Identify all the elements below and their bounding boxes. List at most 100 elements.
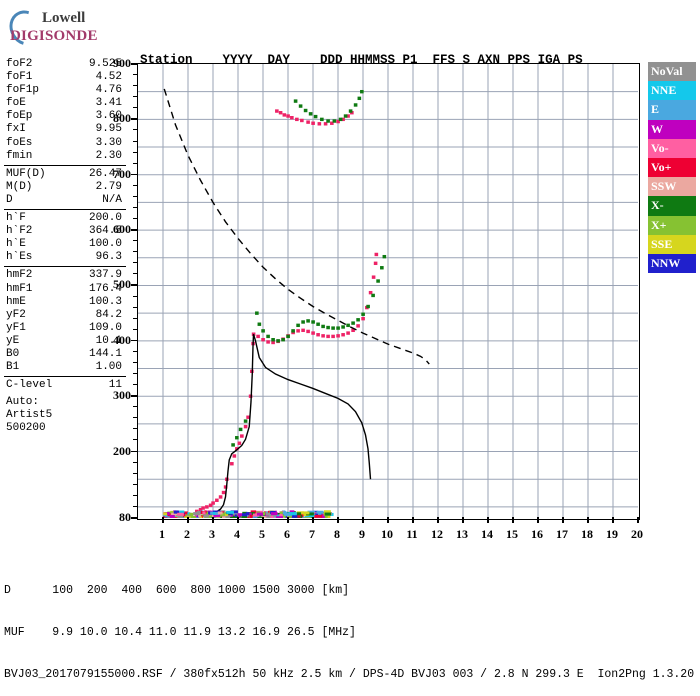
x-axis-tick-mark: [587, 517, 589, 523]
data-point: [240, 434, 244, 437]
x-axis-tick-16: 16: [525, 527, 549, 542]
x-axis-tick-mark: [387, 517, 389, 523]
data-point: [258, 323, 262, 326]
data-point: [271, 338, 275, 341]
y-axis-minor-tick: [133, 152, 137, 153]
data-point: [256, 335, 260, 338]
noise-pixel: [290, 512, 292, 515]
y-axis-minor-tick: [133, 395, 137, 396]
noise-pixel: [163, 512, 167, 515]
noise-pixel: [177, 513, 184, 516]
y-axis-tick-400: 400: [97, 333, 131, 348]
y-axis-minor-tick: [133, 296, 137, 297]
x-axis-tick-20: 20: [625, 527, 649, 542]
data-point: [233, 454, 237, 457]
param-separator: [4, 209, 126, 210]
param-value: N/A: [102, 194, 122, 207]
y-axis-minor-tick: [133, 251, 137, 252]
legend-item-noval[interactable]: NoVal: [648, 62, 696, 81]
param-separator: [4, 376, 126, 377]
param-value: 84.2: [96, 309, 122, 322]
param-key: fmin: [6, 150, 32, 163]
x-axis-tick-mark: [487, 517, 489, 523]
x-axis-tick-11: 11: [400, 527, 424, 542]
y-axis-minor-tick: [133, 373, 137, 374]
data-point: [361, 313, 365, 316]
data-point: [314, 115, 318, 118]
legend-item-vo[interactable]: Vo-: [648, 139, 696, 158]
data-point: [346, 331, 350, 334]
y-axis-minor-tick: [133, 107, 137, 108]
y-axis-minor-tick: [133, 417, 137, 418]
y-axis-tick-mark: [131, 63, 137, 65]
noise-pixel: [325, 513, 331, 516]
legend-item-nnw[interactable]: NNW: [648, 254, 696, 273]
param-value: 2.30: [96, 150, 122, 163]
data-point: [346, 324, 350, 327]
logo-brand-bottom: DIGISONDE: [10, 28, 98, 45]
x-axis-tick-19: 19: [600, 527, 624, 542]
param-value: 100.0: [89, 238, 122, 251]
param-value: 1.00: [96, 361, 122, 374]
legend-item-vo[interactable]: Vo+: [648, 158, 696, 177]
y-axis-minor-tick: [133, 96, 137, 97]
y-axis-tick-600: 600: [97, 222, 131, 237]
legend-item-ssw[interactable]: SSW: [648, 177, 696, 196]
legend-item-w[interactable]: W: [648, 120, 696, 139]
data-point: [301, 320, 305, 323]
noise-pixel: [314, 515, 322, 518]
y-axis-minor-tick: [133, 284, 137, 285]
legend-item-sse[interactable]: SSE: [648, 235, 696, 254]
x-axis-tick-mark: [437, 517, 439, 523]
legend-item-x[interactable]: X-: [648, 196, 696, 215]
data-point: [286, 114, 290, 117]
data-point: [349, 109, 353, 112]
y-axis-minor-tick: [133, 451, 137, 452]
y-axis-minor-tick: [133, 384, 137, 385]
param-row-md: M(D)2.79: [4, 181, 126, 194]
bottom-info: D 100 200 400 600 800 1000 1500 3000 [km…: [4, 556, 694, 696]
data-point: [341, 333, 345, 336]
param-row-fmin: fmin 2.30: [4, 150, 126, 163]
x-axis-tick-12: 12: [425, 527, 449, 542]
y-axis-minor-tick: [133, 340, 137, 341]
param-key: foF1p: [6, 84, 39, 97]
x-axis-tick-mark: [537, 517, 539, 523]
y-axis-tick-80: 80: [97, 510, 131, 525]
digisonde-logo: Lowell DIGISONDE: [8, 6, 128, 50]
data-point: [296, 324, 300, 327]
noise-pixel: [218, 511, 223, 514]
y-axis-minor-tick: [133, 484, 137, 485]
logo-brand-top: Lowell: [42, 10, 85, 27]
legend-item-e[interactable]: E: [648, 100, 696, 119]
noise-pixel: [225, 516, 230, 518]
param-key: h`Es: [6, 251, 32, 264]
y-axis-minor-tick: [133, 262, 137, 263]
data-point: [316, 333, 320, 336]
data-point: [295, 118, 299, 121]
data-point: [380, 266, 384, 269]
legend-item-nne[interactable]: NNE: [648, 81, 696, 100]
noise-pixel: [271, 512, 278, 515]
legend-item-x[interactable]: X+: [648, 216, 696, 235]
param-key: h`F: [6, 212, 26, 225]
data-point: [211, 501, 215, 504]
data-point: [276, 339, 280, 342]
y-axis-tick-mark: [131, 517, 137, 519]
y-axis-minor-tick: [133, 85, 137, 86]
x-axis-tick-5: 5: [250, 527, 274, 542]
y-axis-minor-tick: [133, 473, 137, 474]
noise-pixel: [242, 513, 247, 516]
data-point: [275, 109, 279, 112]
noise-pixel: [316, 511, 323, 514]
data-point: [339, 118, 343, 121]
y-axis-minor-tick: [133, 174, 137, 175]
x-axis-tick-mark: [612, 517, 614, 523]
param-key: hmF2: [6, 269, 32, 282]
data-point: [360, 90, 364, 93]
y-axis-tick-700: 700: [97, 167, 131, 182]
x-axis-tick-10: 10: [375, 527, 399, 542]
